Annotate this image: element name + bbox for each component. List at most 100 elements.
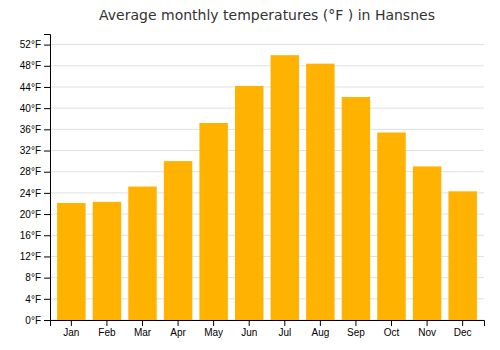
x-tick-label: Sep [347, 327, 365, 338]
y-tick-mark [44, 87, 50, 88]
x-tick-label: Jun [241, 327, 257, 338]
y-axis: 0°F 4°F 8°F 12°F 16°F 20°F 24°F 28°F 32°F 36°F 40°… [20, 35, 51, 326]
y-tick-mark [44, 45, 50, 46]
x-tick-mark [355, 320, 356, 326]
grid [50, 45, 484, 320]
y-tick: 44°F [20, 82, 50, 93]
x-tick: Jun [241, 320, 257, 338]
x-tick-label: Feb [98, 327, 116, 338]
x-tick: May [204, 320, 223, 338]
x-tick: Oct [384, 320, 400, 338]
y-tick: 0°F [25, 315, 50, 326]
x-tick: Mar [134, 320, 152, 338]
x-tick-mark [142, 320, 143, 326]
grid-line [50, 44, 484, 45]
bar [57, 203, 85, 320]
x-tick-mark [71, 320, 72, 326]
bars [57, 55, 477, 320]
y-tick-mark [44, 278, 50, 279]
y-tick-label: 16°F [20, 230, 41, 241]
x-tick-mark [213, 320, 214, 326]
x-tick-mark [391, 320, 392, 326]
y-tick-label: 36°F [20, 124, 41, 135]
bar [93, 202, 121, 320]
y-tick: 32°F [20, 145, 50, 156]
x-tick-label: Mar [134, 327, 152, 338]
y-tick-mark [44, 129, 50, 130]
x-axis-line [51, 321, 485, 327]
bar [413, 166, 441, 320]
y-axis-line [44, 35, 51, 321]
y-tick: 8°F [25, 272, 50, 283]
bar [271, 55, 299, 320]
y-tick-mark [44, 108, 50, 109]
x-axis: Jan Feb Mar Apr May Jun Jul Aug Sep Oct Nov Dec [51, 320, 485, 338]
y-tick: 36°F [20, 124, 50, 135]
bar [448, 191, 476, 320]
plot: 0°F 4°F 8°F 12°F 16°F 20°F 24°F 28°F 32°F 36°F 40°… [20, 35, 485, 339]
x-tick-label: Oct [384, 327, 400, 338]
bar [377, 133, 405, 320]
x-tick: Feb [98, 320, 116, 338]
y-tick-label: 48°F [20, 60, 41, 71]
grid-line [50, 150, 484, 151]
x-tick-mark [462, 320, 463, 326]
y-tick-mark [44, 299, 50, 300]
grid-line [50, 86, 484, 87]
y-tick: 28°F [20, 166, 50, 177]
chart: 0°F 4°F 8°F 12°F 16°F 20°F 24°F 28°F 32°F 36°F 40°… [0, 0, 500, 350]
y-tick-mark [44, 66, 50, 67]
y-tick-mark [44, 172, 50, 173]
x-tick-mark [284, 320, 285, 326]
y-tick-mark [44, 320, 50, 321]
x-tick-mark [249, 320, 250, 326]
y-tick: 52°F [20, 39, 50, 50]
x-tick: Jul [278, 320, 291, 338]
y-tick: 24°F [20, 188, 50, 199]
y-tick-mark [44, 256, 50, 257]
x-tick-label: Jan [63, 327, 79, 338]
grid-line [50, 129, 484, 130]
y-tick: 16°F [20, 230, 50, 241]
x-tick-mark [320, 320, 321, 326]
x-tick: Jan [63, 320, 79, 338]
bar [128, 187, 156, 320]
title: Average monthly temperatures (°F ) in Ha… [99, 7, 435, 23]
y-tick-mark [44, 235, 50, 236]
bar [199, 123, 227, 320]
grid-line [50, 65, 484, 66]
y-tick: 4°F [25, 294, 50, 305]
x-tick-label: Nov [418, 327, 436, 338]
y-tick: 40°F [20, 103, 50, 114]
bar [164, 161, 192, 320]
y-tick-label: 8°F [25, 272, 41, 283]
x-tick: Dec [454, 320, 472, 338]
x-tick-mark [106, 320, 107, 326]
bar [306, 64, 334, 320]
y-tick-label: 20°F [20, 209, 41, 220]
y-tick-label: 32°F [20, 145, 41, 156]
x-tick: Apr [170, 320, 186, 338]
y-tick: 48°F [20, 60, 50, 71]
y-tick-mark [44, 214, 50, 215]
bar [235, 86, 263, 320]
bar [342, 97, 370, 320]
y-tick-label: 28°F [20, 166, 41, 177]
x-tick: Nov [418, 320, 436, 338]
x-tick-label: Aug [311, 327, 329, 338]
x-tick-mark [178, 320, 179, 326]
y-tick: 12°F [20, 251, 50, 262]
y-tick-label: 44°F [20, 82, 41, 93]
x-tick-label: May [204, 327, 223, 338]
x-tick-label: Dec [454, 327, 472, 338]
x-tick-label: Jul [278, 327, 291, 338]
y-tick-mark [44, 151, 50, 152]
y-tick-mark [44, 193, 50, 194]
y-tick-label: 52°F [20, 39, 41, 50]
x-tick: Sep [347, 320, 365, 338]
y-tick-label: 24°F [20, 188, 41, 199]
y-tick-label: 12°F [20, 251, 41, 262]
x-tick-label: Apr [170, 327, 186, 338]
y-tick: 20°F [20, 209, 50, 220]
y-tick-label: 0°F [25, 315, 41, 326]
